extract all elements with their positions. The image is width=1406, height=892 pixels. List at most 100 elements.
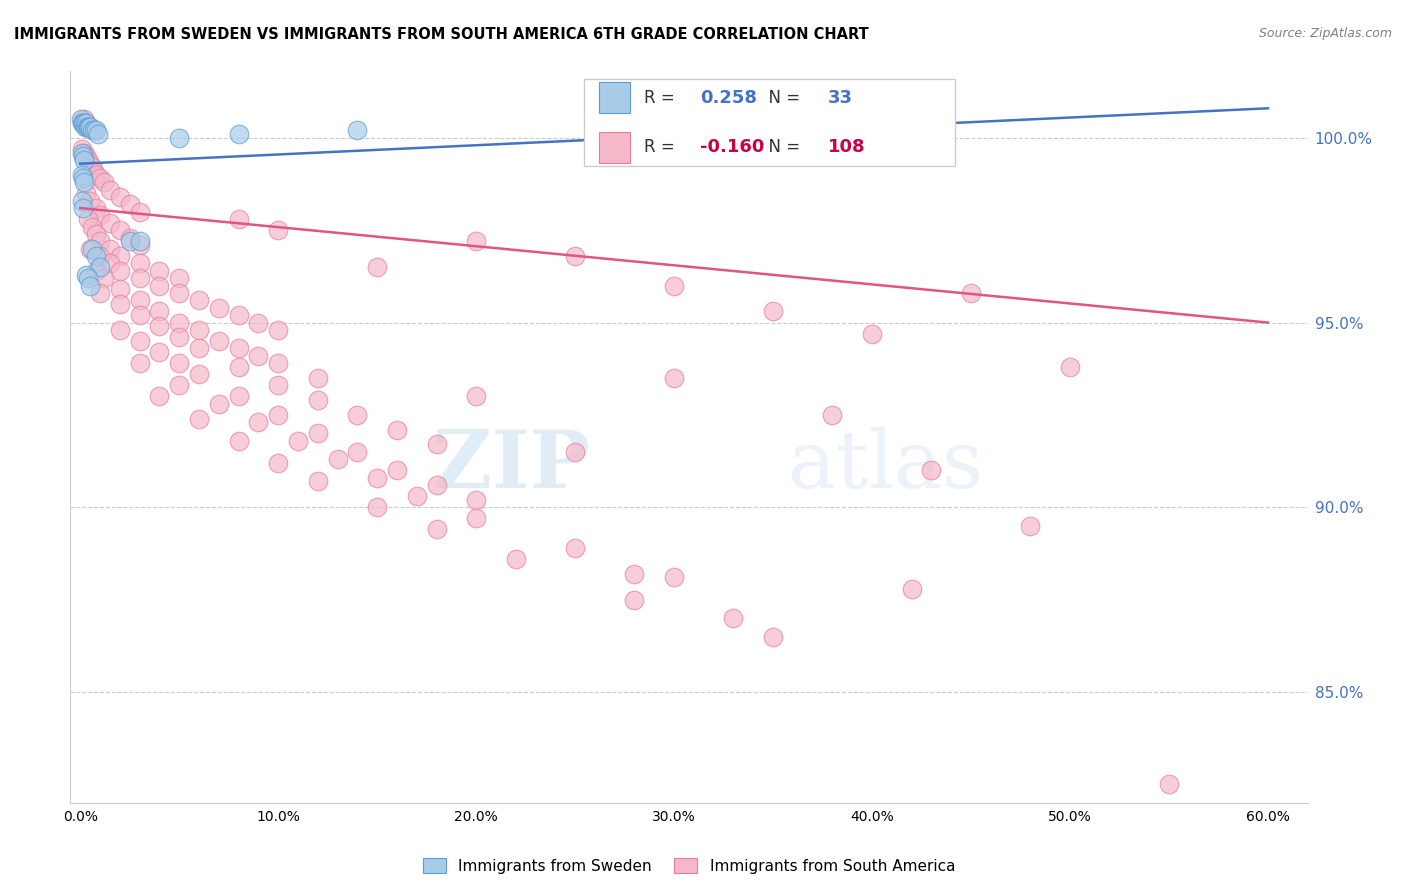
- Point: [208, 397, 231, 411]
- Point: [98, 256, 121, 270]
- Point: [247, 316, 270, 330]
- Point: [860, 326, 883, 341]
- Point: [93, 271, 115, 285]
- Point: [465, 511, 488, 525]
- Point: [960, 285, 983, 300]
- Point: [208, 301, 231, 315]
- Point: [108, 297, 131, 311]
- Point: [307, 426, 329, 441]
- Text: R =: R =: [644, 138, 681, 156]
- Point: [98, 216, 121, 230]
- Point: [188, 411, 211, 425]
- Point: [98, 183, 121, 197]
- Point: [425, 437, 447, 451]
- Text: 0.258: 0.258: [700, 88, 756, 107]
- FancyBboxPatch shape: [599, 82, 630, 113]
- Point: [77, 120, 100, 134]
- Text: 33: 33: [828, 88, 852, 107]
- Point: [167, 131, 190, 145]
- Point: [70, 116, 93, 130]
- Point: [920, 463, 942, 477]
- Point: [108, 264, 131, 278]
- Point: [118, 235, 141, 249]
- Point: [385, 463, 408, 477]
- Point: [167, 316, 190, 330]
- Point: [80, 123, 103, 137]
- Point: [128, 204, 150, 219]
- Legend: Immigrants from Sweden, Immigrants from South America: Immigrants from Sweden, Immigrants from …: [416, 852, 962, 880]
- Point: [70, 142, 93, 156]
- Point: [79, 120, 101, 134]
- Point: [326, 452, 349, 467]
- Point: [79, 278, 101, 293]
- Point: [167, 271, 190, 285]
- Text: Source: ZipAtlas.com: Source: ZipAtlas.com: [1258, 27, 1392, 40]
- Point: [80, 161, 103, 175]
- Text: -0.160: -0.160: [700, 138, 765, 156]
- Point: [128, 256, 150, 270]
- Point: [267, 456, 290, 470]
- Point: [73, 175, 96, 189]
- Text: atlas: atlas: [787, 427, 983, 506]
- Point: [662, 371, 685, 385]
- Point: [79, 120, 101, 134]
- Point: [70, 194, 93, 208]
- Point: [83, 123, 105, 137]
- Point: [465, 235, 488, 249]
- Point: [98, 242, 121, 256]
- Point: [148, 278, 170, 293]
- Point: [346, 445, 368, 459]
- Point: [77, 271, 100, 285]
- Point: [662, 570, 685, 584]
- Point: [118, 197, 141, 211]
- Point: [405, 489, 427, 503]
- Point: [188, 323, 211, 337]
- Point: [366, 260, 388, 274]
- Point: [108, 249, 131, 263]
- Point: [148, 264, 170, 278]
- Point: [188, 342, 211, 356]
- Point: [70, 145, 93, 160]
- Point: [465, 492, 488, 507]
- Point: [89, 235, 111, 249]
- Point: [723, 611, 745, 625]
- Point: [128, 308, 150, 322]
- Point: [228, 434, 250, 448]
- Point: [228, 127, 250, 141]
- Point: [167, 378, 190, 392]
- Point: [128, 235, 150, 249]
- Point: [465, 389, 488, 403]
- Point: [77, 212, 100, 227]
- Text: R =: R =: [644, 88, 681, 107]
- Point: [346, 123, 368, 137]
- Point: [77, 153, 100, 167]
- Point: [73, 153, 96, 167]
- Point: [72, 201, 94, 215]
- Point: [72, 171, 94, 186]
- Point: [148, 304, 170, 318]
- Point: [623, 592, 645, 607]
- Point: [425, 523, 447, 537]
- Point: [287, 434, 309, 448]
- Point: [89, 209, 111, 223]
- Point: [1157, 777, 1180, 791]
- Point: [167, 285, 190, 300]
- Point: [267, 378, 290, 392]
- Point: [108, 282, 131, 296]
- Point: [79, 194, 101, 208]
- Text: IMMIGRANTS FROM SWEDEN VS IMMIGRANTS FROM SOUTH AMERICA 6TH GRADE CORRELATION CH: IMMIGRANTS FROM SWEDEN VS IMMIGRANTS FRO…: [14, 27, 869, 42]
- Point: [188, 368, 211, 382]
- Point: [89, 285, 111, 300]
- Point: [72, 116, 94, 130]
- Point: [762, 630, 785, 644]
- Point: [75, 149, 97, 163]
- Point: [89, 249, 111, 263]
- Point: [80, 242, 103, 256]
- Point: [75, 120, 97, 134]
- Point: [108, 323, 131, 337]
- Point: [228, 308, 250, 322]
- Point: [167, 330, 190, 344]
- Point: [77, 120, 100, 134]
- FancyBboxPatch shape: [599, 132, 630, 162]
- Point: [84, 168, 107, 182]
